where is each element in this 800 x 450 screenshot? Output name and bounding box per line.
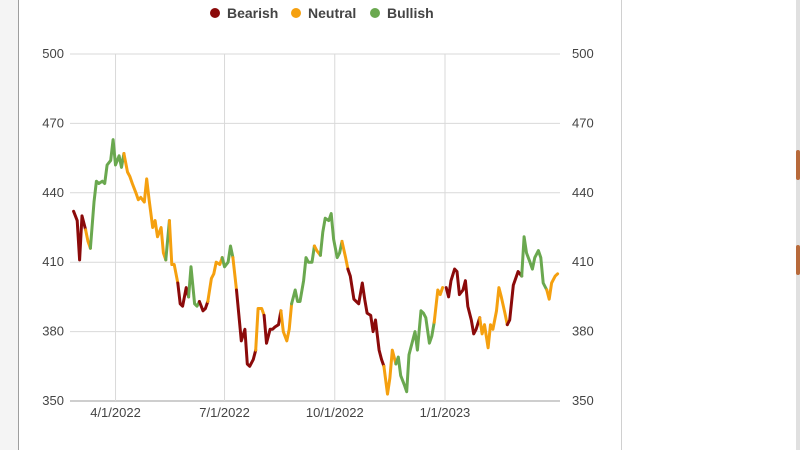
legend-marker-neutral (291, 8, 301, 18)
series-segment-bullish (520, 235, 549, 292)
legend-label-neutral: Neutral (308, 5, 356, 21)
y-tick-label-left: 350 (42, 393, 64, 408)
edge-thumbnail-icon (796, 245, 800, 275)
series-segment-bearish (346, 267, 386, 368)
y-tick-label-right: 410 (572, 254, 594, 269)
series-segment-bullish (318, 212, 344, 260)
series-segment-bearish (262, 309, 283, 345)
series-lines (72, 138, 560, 396)
x-tick-label: 7/1/2022 (199, 405, 250, 420)
series-segment-bullish (220, 244, 235, 269)
y-tick-label-right: 500 (572, 46, 594, 61)
legend-label-bearish: Bearish (227, 5, 278, 21)
axis-layer: 350 350 380 380 410 410 440 440 470 470 500 500 4/1/… (42, 46, 593, 420)
y-tick-label-right: 470 (572, 115, 594, 130)
y-tick-label-right: 380 (572, 324, 594, 339)
y-tick-label-left: 500 (42, 46, 64, 61)
series-segment-neutral (122, 152, 168, 262)
series-segment-neutral (167, 219, 180, 285)
series-segment-neutral (254, 307, 266, 352)
series-segment-bearish (176, 281, 191, 308)
series-segment-bullish (290, 244, 316, 306)
series-segment-bullish (394, 309, 436, 394)
series-segment-bearish (197, 300, 210, 313)
series-segment-bullish (187, 265, 201, 308)
legend-marker-bullish (370, 8, 380, 18)
series-segment-neutral (478, 286, 509, 350)
y-tick-label-left: 440 (42, 185, 64, 200)
edge-thumbnail-icon (796, 150, 800, 180)
x-tick-label: 10/1/2022 (306, 405, 364, 420)
series-segment-neutral (432, 286, 445, 324)
right-side-panel (621, 0, 797, 450)
series-segment-neutral (279, 302, 294, 343)
y-tick-label-left: 380 (42, 324, 64, 339)
y-tick-label-left: 410 (42, 254, 64, 269)
y-tick-label-right: 350 (572, 393, 594, 408)
series-segment-neutral (545, 272, 560, 301)
series-segment-bearish (72, 209, 88, 262)
legend: Bearish Neutral Bullish (210, 5, 434, 21)
x-tick-label: 4/1/2022 (90, 405, 141, 420)
series-segment-bearish (444, 267, 482, 336)
series-segment-neutral (382, 348, 398, 396)
legend-marker-bearish (210, 8, 220, 18)
series-segment-neutral (206, 256, 224, 303)
series-segment-bullish (88, 138, 126, 250)
series-segment-neutral (231, 256, 238, 292)
y-tick-label-left: 470 (42, 115, 64, 130)
series-segment-bearish (505, 270, 524, 327)
x-tick-label: 1/1/2023 (420, 405, 471, 420)
grid-layer (70, 53, 560, 402)
series-segment-bearish (235, 288, 258, 368)
right-edge-strip (796, 0, 800, 450)
y-tick-label-right: 440 (572, 185, 594, 200)
legend-label-bullish: Bullish (387, 5, 434, 21)
series-segment-neutral (340, 239, 350, 271)
